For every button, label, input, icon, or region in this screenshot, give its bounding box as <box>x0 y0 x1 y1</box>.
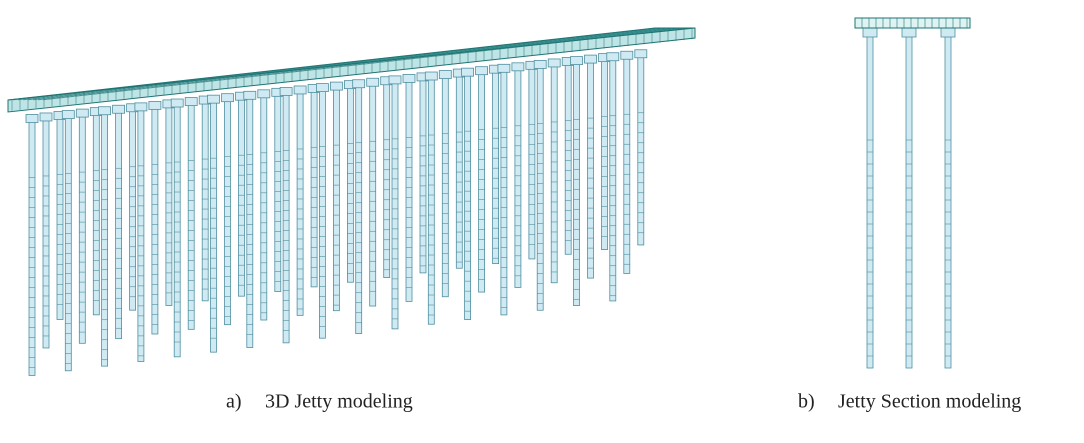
pile <box>405 76 413 302</box>
pile-cap <box>461 67 475 77</box>
pile <box>905 35 913 369</box>
pile <box>173 101 181 358</box>
caption: 3D Jetty modeling <box>265 391 413 413</box>
pile <box>318 86 326 339</box>
pile-cap <box>112 104 125 114</box>
pile-cap <box>511 62 525 72</box>
pile <box>137 105 145 362</box>
pile <box>78 111 86 344</box>
pile <box>56 114 64 320</box>
pile-cap <box>424 71 438 81</box>
pile-cap <box>402 73 416 83</box>
pile-cap <box>533 60 547 69</box>
pile <box>355 82 363 334</box>
pile-cap <box>547 58 561 68</box>
pile-cap <box>25 114 39 123</box>
pile-cap <box>184 97 198 106</box>
pile-cap <box>315 83 329 92</box>
deck-mesh <box>42 27 691 101</box>
pile <box>528 63 536 260</box>
pile-cap <box>243 90 257 100</box>
pile-cap <box>620 50 634 60</box>
pile <box>332 84 340 312</box>
pile <box>346 83 354 283</box>
pile <box>92 110 100 316</box>
pile <box>573 59 580 306</box>
pile <box>383 79 391 278</box>
pile <box>246 93 254 348</box>
deck-mesh <box>12 27 661 101</box>
pile <box>129 106 137 311</box>
pile-cap <box>221 93 234 103</box>
pile <box>28 117 36 376</box>
pile <box>187 100 195 330</box>
jetty-3d-model <box>7 27 696 376</box>
pile-cap <box>352 79 366 89</box>
pile <box>564 60 572 255</box>
pile-cap <box>388 75 402 85</box>
pile <box>550 61 558 284</box>
pile-cap <box>170 98 184 108</box>
pile <box>165 102 173 306</box>
pile <box>623 53 631 274</box>
pile-cap <box>366 77 380 87</box>
caption-label: b) <box>798 391 815 413</box>
pile <box>464 70 472 320</box>
pile <box>151 103 159 335</box>
pile <box>64 113 72 372</box>
pile <box>369 80 377 307</box>
pile-cap <box>584 54 597 64</box>
pile <box>514 65 522 288</box>
pile <box>224 96 231 326</box>
pile <box>455 71 463 269</box>
pile <box>260 92 268 321</box>
pile <box>478 69 486 293</box>
pile-cap <box>75 108 89 118</box>
pile <box>282 90 290 344</box>
pile-cap <box>257 89 271 99</box>
pile-cap <box>134 102 148 112</box>
pile <box>201 98 209 302</box>
pile-cap <box>329 81 343 91</box>
pile-cap <box>606 52 620 62</box>
pile-cap <box>98 106 111 116</box>
pile-cap <box>207 94 220 104</box>
pile <box>427 74 435 325</box>
deck-mesh <box>22 27 671 101</box>
pile-cap <box>61 110 75 119</box>
pile-cap <box>475 66 489 76</box>
pile <box>101 109 108 367</box>
pile-cap <box>279 87 293 96</box>
deck-mesh <box>27 27 676 101</box>
pile <box>500 66 508 316</box>
pile-cap <box>293 85 307 95</box>
pile-cap <box>634 49 648 59</box>
pile-cap <box>497 63 511 73</box>
pile <box>391 78 399 330</box>
pile <box>210 97 217 353</box>
pile <box>42 115 50 349</box>
pile <box>637 52 645 246</box>
deck-mesh <box>37 27 686 101</box>
pile <box>238 94 245 297</box>
pile <box>601 56 608 251</box>
jetty-section-model <box>854 17 971 369</box>
pile <box>609 55 617 302</box>
pile-cap <box>148 100 162 110</box>
caption-label: a) <box>226 391 242 413</box>
pile <box>944 35 952 369</box>
pile-cap <box>438 70 452 79</box>
pile-cap <box>39 112 53 122</box>
pile <box>115 107 122 340</box>
deck-mesh <box>32 27 681 101</box>
pile <box>492 67 500 264</box>
deck-mesh <box>17 27 666 101</box>
pile-cap <box>570 56 583 65</box>
pile <box>419 75 427 274</box>
caption: Jetty Section modeling <box>838 391 1021 413</box>
pile <box>866 35 874 369</box>
deck <box>854 17 971 29</box>
pile <box>296 88 304 316</box>
